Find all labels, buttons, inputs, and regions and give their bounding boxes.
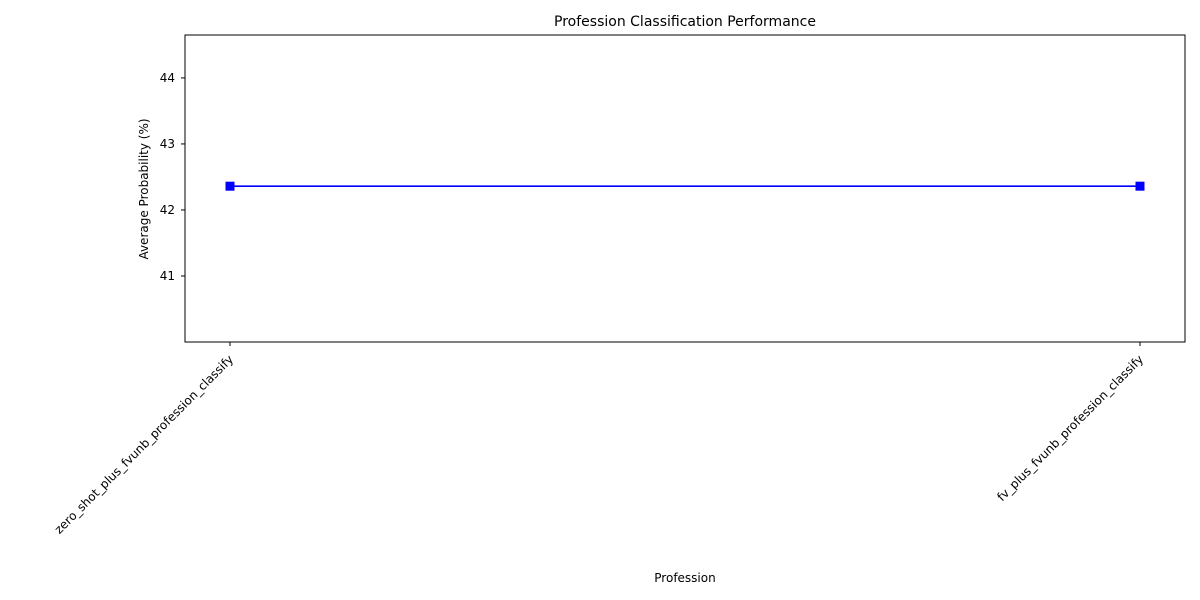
y-tick-label: 42 [160,203,175,217]
y-tick-label: 44 [160,71,175,85]
y-axis-label: Average Probability (%) [137,118,151,259]
data-point [1135,181,1145,191]
y-tick-label: 41 [160,269,175,283]
plot-area: 41 42 43 44 zero_shot_plus_fvunb_profession_… [52,34,1186,537]
x-tick-label: zero_shot_plus_fvunb_profession_classify [52,352,236,536]
y-tick-label: 43 [160,137,175,151]
data-point [225,181,235,191]
x-tick-label: fv_plus_fvunb_profession_classify [994,352,1146,504]
chart-title: Profession Classification Performance [554,14,816,30]
plot-frame [184,34,1186,343]
x-axis-label: Profession [654,571,715,585]
